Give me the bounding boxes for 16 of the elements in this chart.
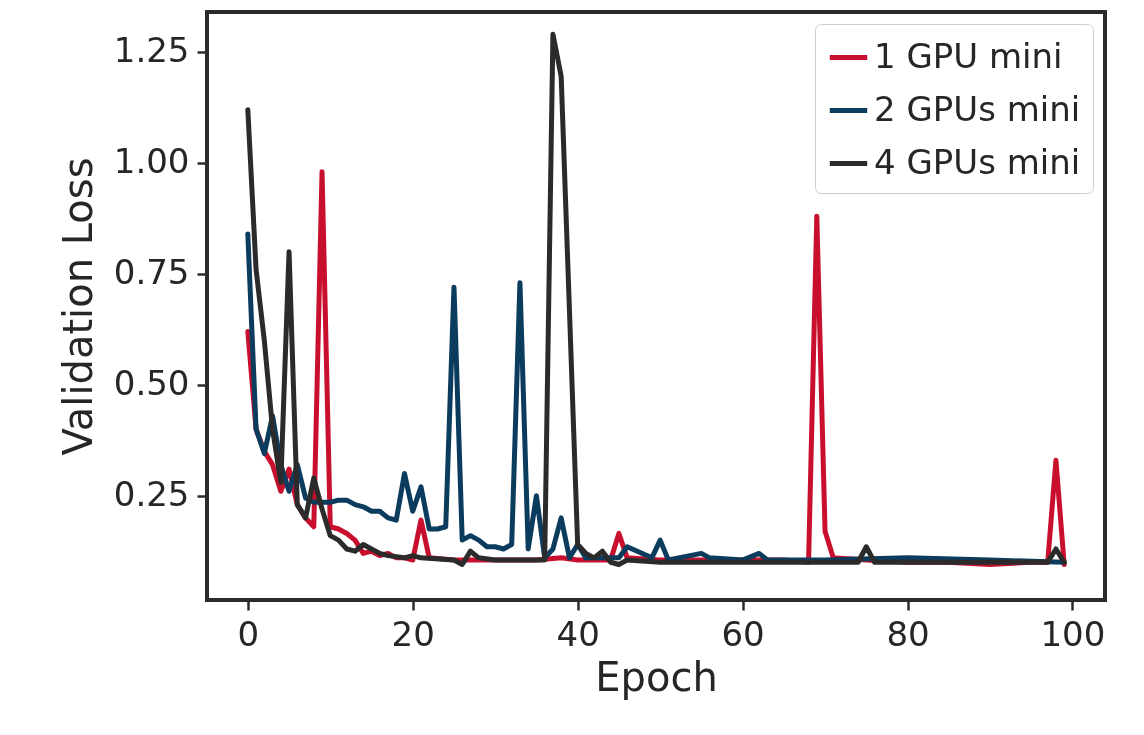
x-tick-label: 20 — [391, 613, 435, 654]
y-tick-label: 1.25 — [113, 30, 190, 71]
y-tick-label: 1.00 — [113, 141, 190, 182]
y-tick-label: 0.50 — [113, 363, 190, 404]
legend-label: 1 GPU mini — [874, 35, 1063, 76]
y-axis-title: Validation Loss — [54, 157, 101, 456]
x-tick-label: 60 — [721, 613, 765, 654]
y-tick-label: 0.75 — [113, 252, 190, 293]
x-tick-label: 100 — [1040, 613, 1106, 654]
legend-label: 2 GPUs mini — [874, 88, 1081, 129]
x-tick-label: 80 — [886, 613, 930, 654]
legend-label: 4 GPUs mini — [874, 141, 1081, 182]
x-tick-label: 0 — [237, 613, 260, 654]
y-tick-label: 0.25 — [113, 474, 190, 515]
x-axis-title: Epoch — [595, 653, 718, 700]
x-tick-label: 40 — [556, 613, 600, 654]
